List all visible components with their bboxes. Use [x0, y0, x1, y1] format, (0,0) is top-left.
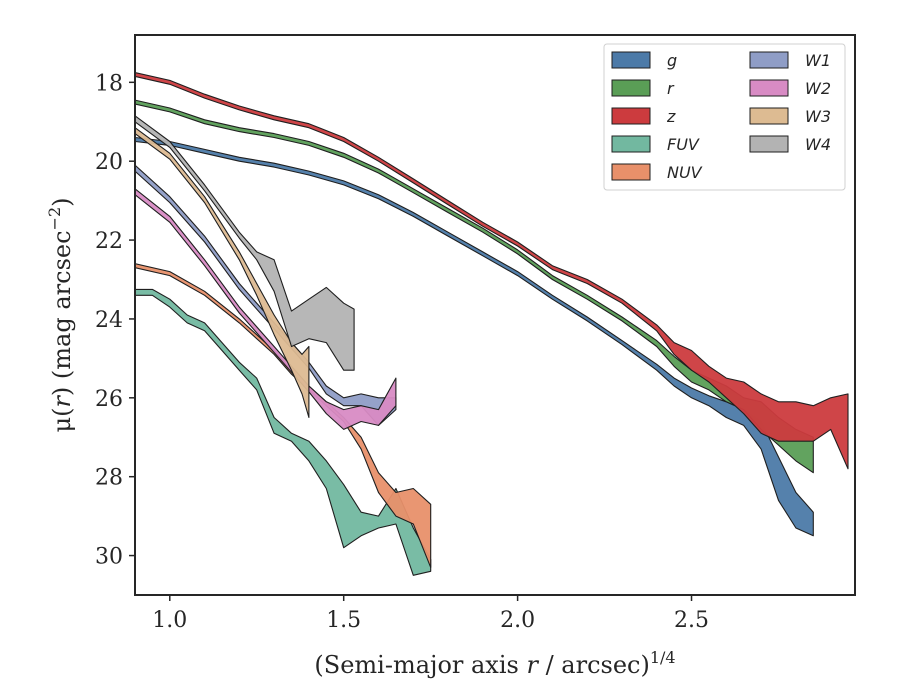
legend: grz FUV NUV W1 W2 W3 W4	[603, 43, 846, 191]
x-tick-label: 1.5	[326, 608, 361, 633]
series-layer	[135, 71, 849, 576]
legend-label-g: g	[667, 51, 677, 70]
y-tick-label: 28	[95, 466, 123, 491]
y-axis-label: μ(r) (mag arcsec−2)	[45, 197, 76, 432]
legend-label-w4: W4	[805, 135, 831, 154]
y-axis-label-sup: −2	[45, 207, 64, 231]
legend-label-w1: W1	[805, 51, 831, 70]
legend-swatch-g	[611, 51, 651, 69]
band-fuv	[135, 288, 432, 576]
legend-swatch-nuv	[611, 163, 651, 181]
y-tick-label: 30	[95, 545, 123, 570]
band-w3	[135, 127, 310, 419]
y-tick-label: 22	[95, 229, 123, 254]
x-axis-label-pre: (Semi-major axis	[314, 651, 526, 679]
y-tick-label: 26	[95, 387, 123, 412]
legend-label-fuv: FUV	[667, 135, 700, 154]
y-tick-label: 20	[95, 150, 123, 175]
x-axis-label-var: r	[526, 651, 539, 679]
legend-label-w2: W2	[805, 79, 831, 98]
band-r	[135, 99, 814, 474]
y-tick-label: 18	[95, 71, 123, 96]
y-axis-label-mid: ) (mag arcsec	[48, 230, 76, 396]
x-axis-label-mid: / arcsec)	[538, 651, 650, 679]
x-tick-label: 1.0	[152, 608, 187, 633]
legend-swatch-fuv	[611, 135, 651, 153]
x-tick-label: 2.5	[674, 608, 709, 633]
legend-swatch-r	[611, 79, 651, 97]
legend-label-r: r	[667, 79, 675, 98]
legend-label-nuv: NUV	[667, 163, 703, 182]
legend-label-w3: W3	[805, 107, 831, 126]
band-w4	[135, 115, 355, 371]
x-tick-label: 2.0	[500, 608, 535, 633]
band-w2	[135, 188, 397, 430]
y-tick-label: 24	[95, 308, 123, 333]
x-axis-label: (Semi-major axis r / arcsec)1/4	[314, 648, 675, 679]
legend-swatch-w1	[749, 51, 789, 69]
y-axis-label-pre: μ(	[48, 408, 76, 433]
y-axis-label-post: )	[48, 197, 76, 206]
ticks-layer: 1.0 1.5 2.0 2.5 18 20 22 24 26 28 30	[95, 71, 709, 633]
band-g	[135, 136, 814, 537]
band-z	[135, 71, 849, 470]
legend-label-z: z	[666, 107, 676, 126]
legend-swatch-w4	[749, 135, 789, 153]
axes-frame	[134, 34, 856, 596]
y-axis-label-var: r	[48, 395, 76, 408]
legend-swatch-z	[611, 107, 651, 125]
legend-swatch-w3	[749, 107, 789, 125]
x-axis-label-sup: 1/4	[650, 648, 676, 667]
band-w1	[135, 164, 397, 426]
legend-swatch-w2	[749, 79, 789, 97]
